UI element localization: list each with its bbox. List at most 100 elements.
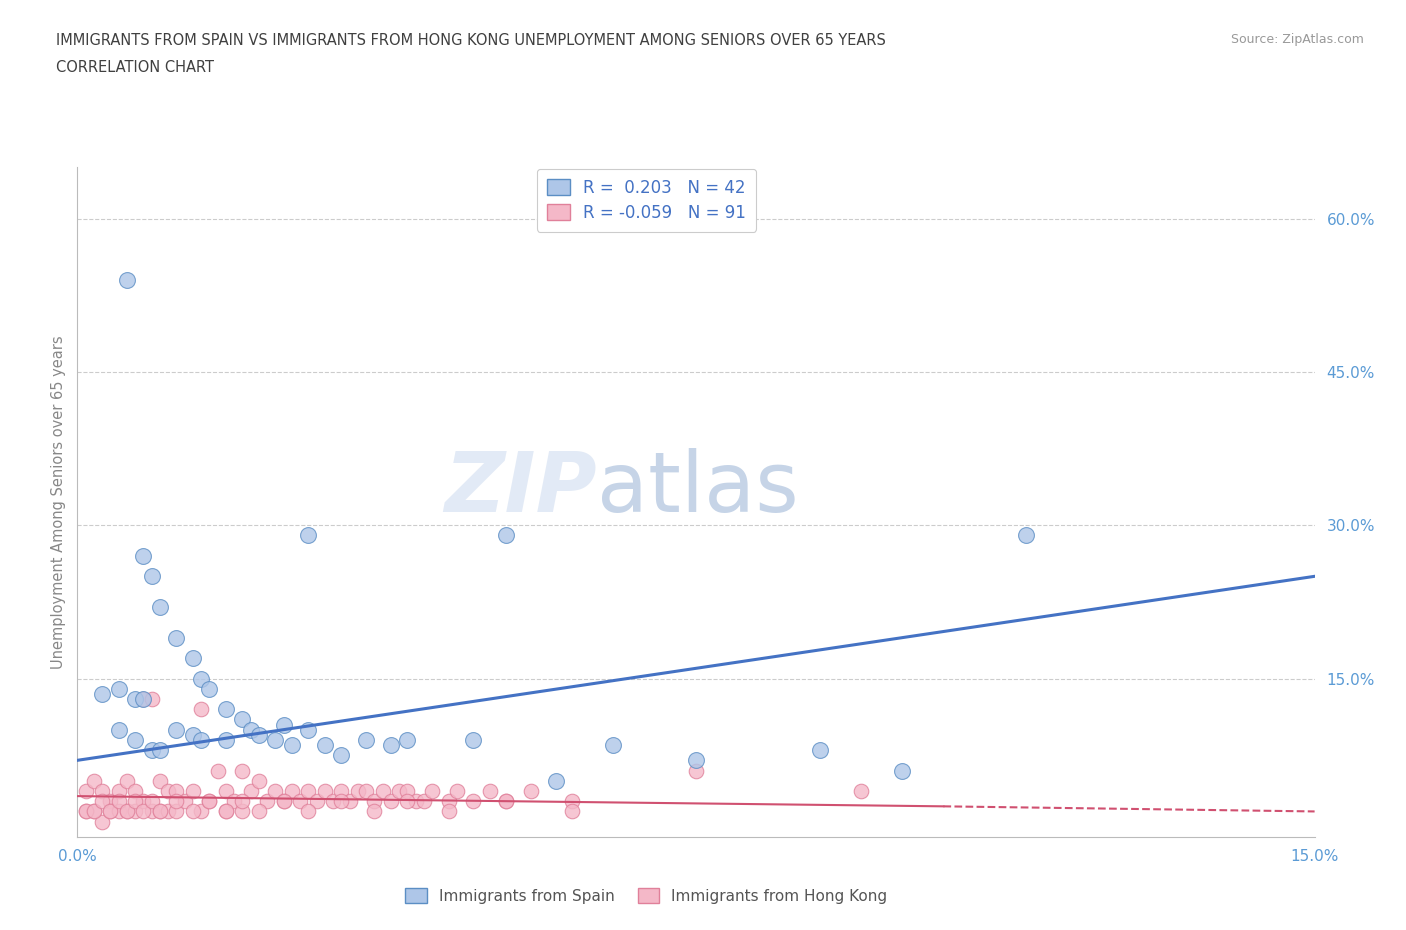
Point [107, 682, 129, 697]
Point [165, 794, 187, 809]
Point [215, 733, 238, 748]
Point [83, 804, 105, 819]
Point [305, 794, 328, 809]
Point [165, 723, 187, 737]
Point [165, 631, 187, 645]
Point [231, 804, 253, 819]
Point [685, 764, 707, 778]
Point [297, 723, 319, 737]
Point [330, 794, 353, 809]
Point [380, 737, 402, 752]
Point [239, 723, 262, 737]
Point [478, 784, 501, 799]
Point [463, 794, 485, 809]
Point [239, 784, 262, 799]
Point [247, 804, 270, 819]
Point [75, 804, 97, 819]
Point [149, 804, 172, 819]
Point [173, 794, 195, 809]
Point [281, 737, 304, 752]
Point [190, 733, 212, 748]
Point [190, 804, 212, 819]
Legend: Immigrants from Spain, Immigrants from Hong Kong: Immigrants from Spain, Immigrants from H… [399, 882, 894, 910]
Point [141, 794, 163, 809]
Point [141, 804, 163, 819]
Point [1015, 528, 1038, 543]
Point [463, 733, 485, 748]
Point [363, 794, 385, 809]
Point [322, 794, 344, 809]
Point [281, 784, 304, 799]
Point [107, 804, 129, 819]
Point [215, 784, 238, 799]
Point [330, 748, 353, 763]
Point [215, 804, 238, 819]
Point [544, 774, 567, 789]
Point [288, 794, 311, 809]
Point [380, 794, 402, 809]
Point [297, 784, 319, 799]
Point [207, 764, 229, 778]
Point [91, 784, 114, 799]
Point [388, 784, 411, 799]
Point [437, 794, 460, 809]
Point [396, 794, 419, 809]
Point [149, 774, 172, 789]
Point [264, 733, 287, 748]
Point [107, 794, 129, 809]
Point [181, 784, 204, 799]
Point [297, 528, 319, 543]
Point [495, 794, 517, 809]
Point [190, 671, 212, 686]
Point [446, 784, 468, 799]
Point [141, 569, 163, 584]
Point [561, 794, 583, 809]
Point [412, 794, 434, 809]
Point [98, 804, 121, 819]
Point [396, 733, 419, 748]
Point [124, 804, 146, 819]
Point [181, 727, 204, 742]
Point [98, 794, 121, 809]
Point [181, 804, 204, 819]
Point [124, 733, 146, 748]
Text: Source: ZipAtlas.com: Source: ZipAtlas.com [1230, 33, 1364, 46]
Point [314, 784, 336, 799]
Point [198, 794, 221, 809]
Point [215, 702, 238, 717]
Point [157, 804, 180, 819]
Text: atlas: atlas [598, 448, 799, 529]
Point [141, 692, 163, 707]
Point [314, 737, 336, 752]
Point [141, 743, 163, 758]
Point [247, 727, 270, 742]
Point [115, 804, 138, 819]
Point [437, 804, 460, 819]
Point [157, 784, 180, 799]
Text: ZIP: ZIP [444, 448, 598, 529]
Point [107, 723, 129, 737]
Point [273, 794, 295, 809]
Point [132, 794, 155, 809]
Point [75, 784, 97, 799]
Point [124, 794, 146, 809]
Point [231, 764, 253, 778]
Point [132, 804, 155, 819]
Point [115, 272, 138, 287]
Point [190, 702, 212, 717]
Point [149, 804, 172, 819]
Point [273, 794, 295, 809]
Point [198, 682, 221, 697]
Point [354, 733, 377, 748]
Point [808, 743, 831, 758]
Point [602, 737, 624, 752]
Point [891, 764, 914, 778]
Point [354, 784, 377, 799]
Point [115, 774, 138, 789]
Point [181, 651, 204, 666]
Point [231, 794, 253, 809]
Point [75, 804, 97, 819]
Point [273, 717, 295, 732]
Point [91, 794, 114, 809]
Point [165, 784, 187, 799]
